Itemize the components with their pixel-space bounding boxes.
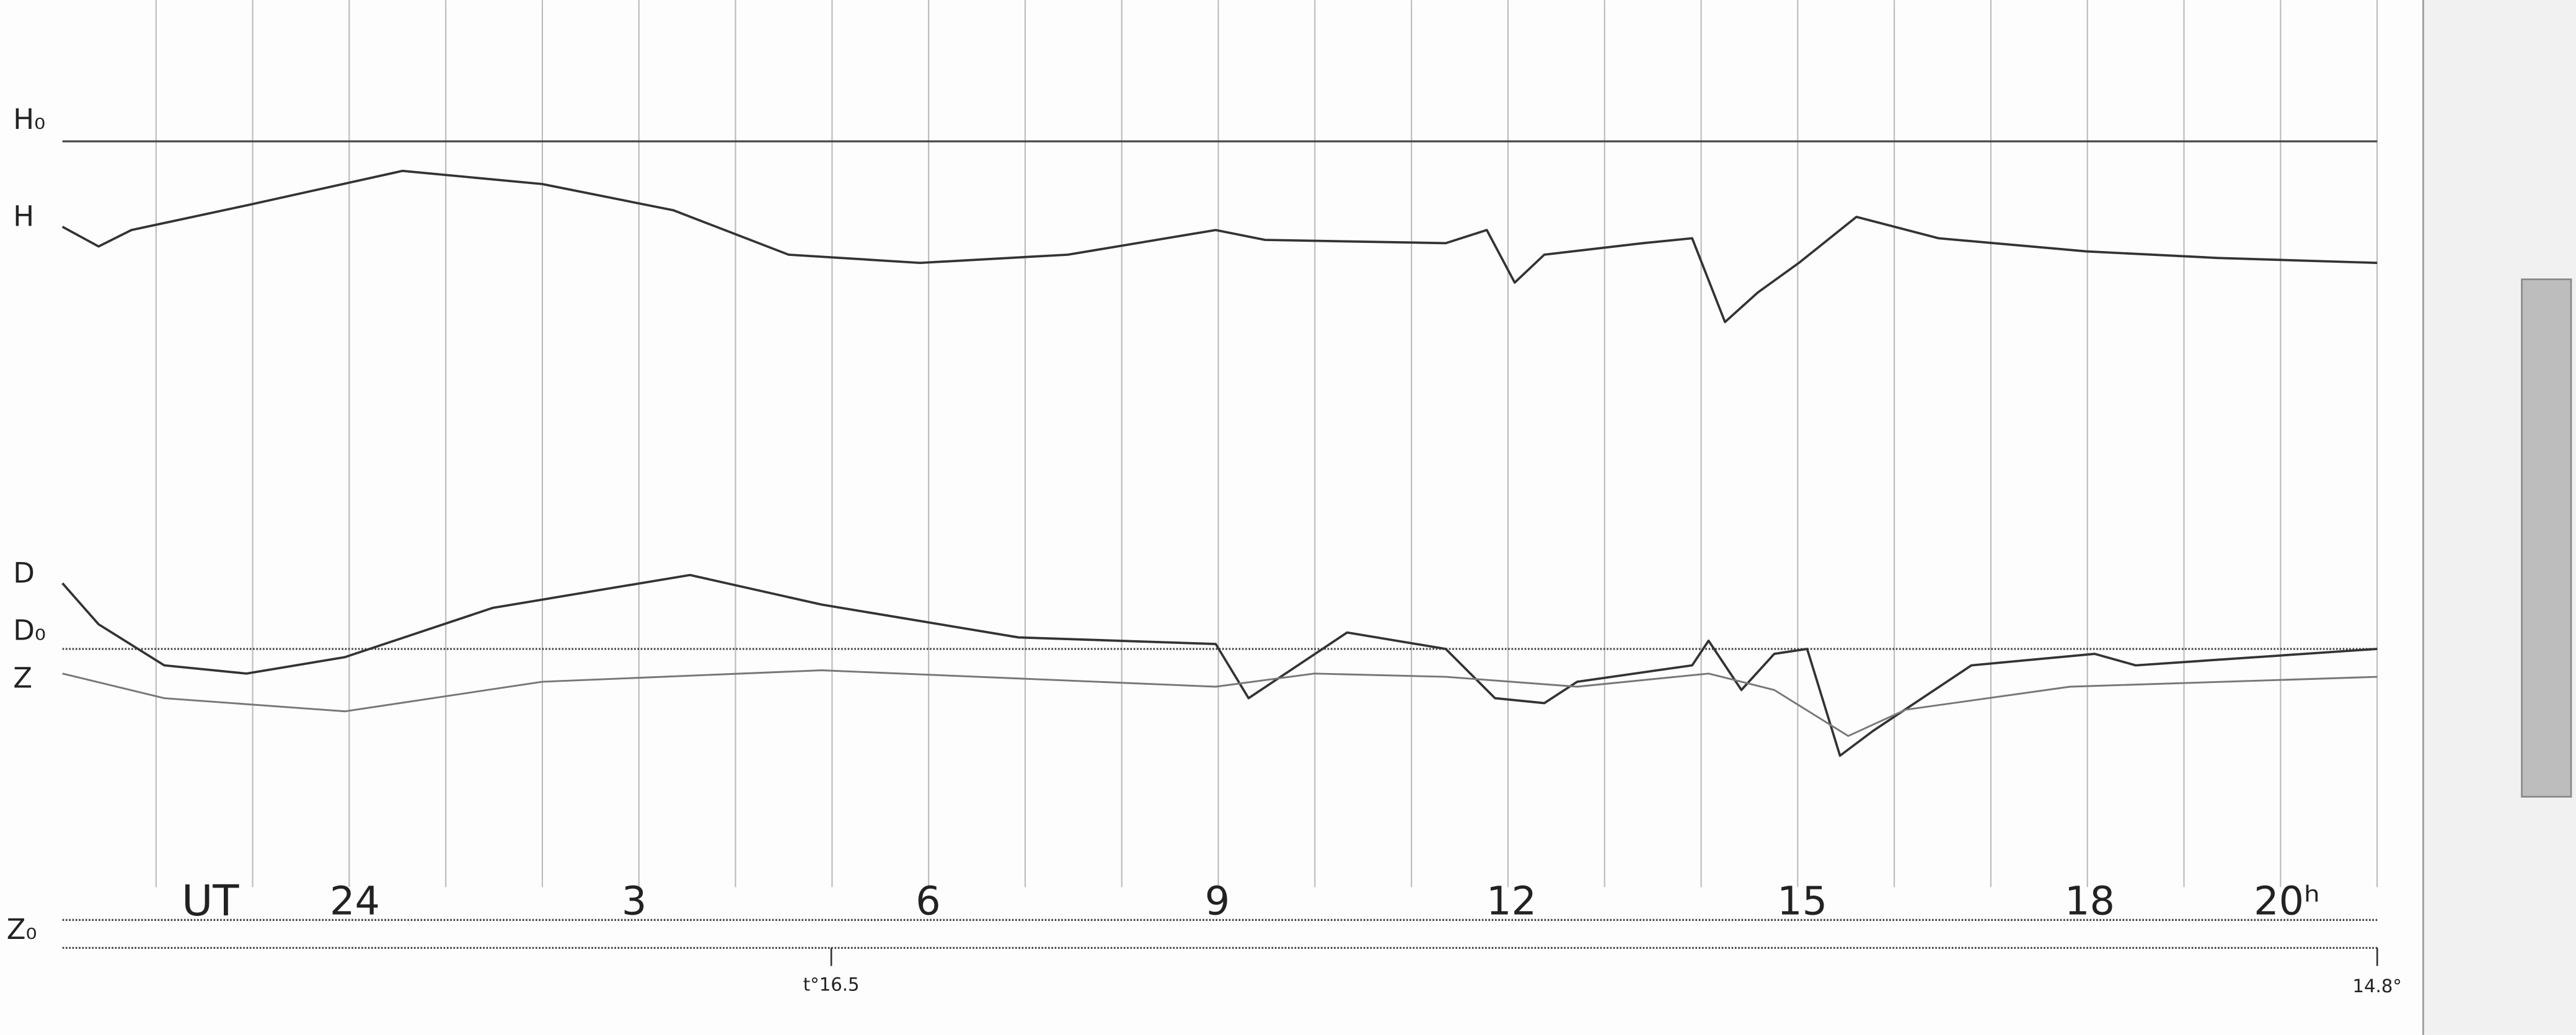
h-baseline-label: H₀ <box>13 103 45 136</box>
h-label: H <box>13 200 34 233</box>
hour-label: 20ʰ <box>2254 878 2320 924</box>
d-trace <box>61 573 2378 757</box>
d-baseline-label: D₀ <box>13 614 46 647</box>
z-label: Z <box>13 661 32 694</box>
hour-label: 9 <box>1205 878 1230 924</box>
z-trace <box>62 669 2378 738</box>
scale-strip <box>2521 278 2572 798</box>
time-axis-label: UT <box>182 876 239 926</box>
d-label: D <box>13 557 35 589</box>
hour-grid <box>155 0 2378 887</box>
paper <box>0 0 2424 1035</box>
start-temperature: t°16.5 <box>803 974 860 995</box>
hour-label: 6 <box>915 878 940 924</box>
hour-label: 18 <box>2065 878 2115 924</box>
hour-label: 3 <box>622 878 646 924</box>
z-baseline-label: Z₀ <box>7 913 37 946</box>
end-temperature: 14.8° <box>2353 976 2402 997</box>
hour-label: 15 <box>1777 878 1827 924</box>
hour-label: 24 <box>330 878 380 924</box>
hour-labels: 24 3 6 9 12 15 18 20ʰ <box>330 878 2320 924</box>
hour-label: 12 <box>1486 878 1537 924</box>
h-trace <box>61 169 2378 324</box>
